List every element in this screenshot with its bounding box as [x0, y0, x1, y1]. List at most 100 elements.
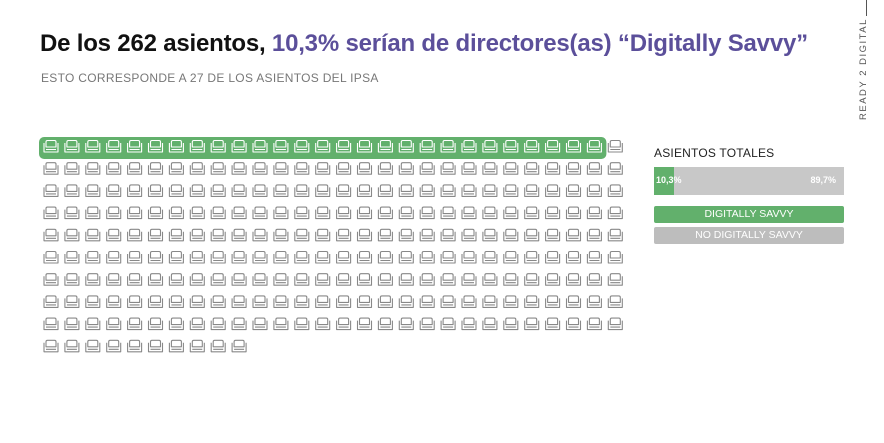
seat-no-savvy — [482, 273, 498, 286]
seat-savvy — [231, 139, 247, 153]
seat-no-savvy — [64, 273, 80, 286]
savvy-bar-fill — [654, 167, 674, 195]
seat-no-savvy — [377, 228, 393, 242]
seat-no-savvy — [336, 250, 352, 264]
seat-no-savvy — [210, 339, 226, 353]
seat-no-savvy — [377, 206, 393, 220]
seat-no-savvy — [168, 317, 184, 331]
seat-no-savvy — [336, 228, 352, 242]
seat-no-savvy — [64, 162, 80, 175]
seat-no-savvy — [273, 184, 289, 197]
title-highlight: 10,3% serían de directores(as) “Digitall… — [271, 30, 808, 57]
seat-no-savvy — [503, 295, 519, 308]
seat-no-savvy — [315, 250, 331, 264]
seat-no-savvy — [106, 339, 122, 353]
seat-no-savvy — [294, 162, 310, 175]
seat-no-savvy — [565, 184, 582, 197]
seat-no-savvy — [189, 317, 205, 331]
seat-no-savvy — [545, 162, 561, 175]
seat-no-savvy — [607, 250, 623, 264]
seat-no-savvy — [524, 273, 540, 286]
seat-no-savvy — [147, 250, 164, 264]
seat-no-savvy — [64, 206, 80, 220]
seat-no-savvy — [231, 184, 247, 197]
seat-no-savvy — [419, 206, 435, 220]
seat-no-savvy — [586, 273, 602, 286]
seat-no-savvy — [252, 295, 268, 308]
seat-no-savvy — [545, 250, 561, 264]
seat-no-savvy — [85, 250, 101, 264]
seat-no-savvy — [482, 317, 498, 331]
seat-no-savvy — [252, 228, 268, 242]
seat-no-savvy — [503, 250, 519, 264]
seat-no-savvy — [524, 206, 540, 220]
seat-no-savvy — [607, 162, 623, 175]
seat-no-savvy — [398, 228, 414, 242]
seat-no-savvy — [43, 317, 59, 331]
seat-savvy — [545, 139, 561, 153]
seat-no-savvy — [43, 339, 59, 353]
seat-no-savvy — [482, 228, 498, 242]
seat-no-savvy — [127, 339, 143, 353]
seat-no-savvy — [565, 206, 582, 220]
seat-no-savvy — [64, 295, 80, 308]
seat-no-savvy — [607, 273, 623, 286]
seat-no-savvy — [168, 250, 184, 264]
seat-savvy — [168, 139, 184, 153]
seat-no-savvy — [189, 339, 205, 353]
seat-no-savvy — [377, 317, 393, 331]
seat-no-savvy — [273, 250, 289, 264]
seat-no-savvy — [315, 295, 331, 308]
seat-no-savvy — [545, 184, 561, 197]
seat-no-savvy — [356, 317, 373, 331]
seat-no-savvy — [127, 206, 143, 220]
seat-no-savvy — [252, 250, 268, 264]
seat-no-savvy — [607, 139, 623, 153]
seat-no-savvy — [607, 295, 623, 308]
seat-no-savvy — [127, 273, 143, 286]
seat-no-savvy — [336, 317, 352, 331]
seat-no-savvy — [545, 228, 561, 242]
seat-no-savvy — [106, 317, 122, 331]
seat-no-savvy — [127, 317, 143, 331]
seat-no-savvy — [419, 228, 435, 242]
legend-item-savvy: DIGITALLY SAVVY — [654, 206, 844, 223]
side-brand-label: READY 2 DIGITAL — [858, 18, 869, 120]
seat-no-savvy — [565, 317, 582, 331]
seat-no-savvy — [398, 206, 414, 220]
seat-no-savvy — [64, 184, 80, 197]
seat-no-savvy — [147, 228, 164, 242]
seat-no-savvy — [231, 317, 247, 331]
seat-no-savvy — [503, 228, 519, 242]
seat-savvy — [210, 139, 226, 153]
seat-no-savvy — [252, 317, 268, 331]
seat-no-savvy — [398, 162, 414, 175]
seat-no-savvy — [273, 295, 289, 308]
seat-no-savvy — [294, 184, 310, 197]
legend-item-no-savvy: NO DIGITALLY SAVVY — [654, 227, 844, 244]
seat-no-savvy — [294, 228, 310, 242]
seat-no-savvy — [377, 295, 393, 308]
seat-no-savvy — [607, 228, 623, 242]
seat-no-savvy — [419, 162, 435, 175]
seat-no-savvy — [419, 250, 435, 264]
seat-no-savvy — [127, 162, 143, 175]
seat-no-savvy — [85, 273, 101, 286]
seat-no-savvy — [294, 250, 310, 264]
seat-no-savvy — [252, 273, 268, 286]
seat-no-savvy — [440, 250, 456, 264]
seat-no-savvy — [377, 250, 393, 264]
seat-no-savvy — [315, 317, 331, 331]
seat-no-savvy — [210, 162, 226, 175]
seat-no-savvy — [294, 317, 310, 331]
seat-no-savvy — [85, 339, 101, 353]
seat-savvy — [482, 139, 498, 153]
seat-no-savvy — [545, 317, 561, 331]
seat-savvy — [252, 139, 268, 153]
seat-no-savvy — [210, 273, 226, 286]
seat-no-savvy — [482, 162, 498, 175]
seat-savvy — [586, 139, 602, 153]
seat-no-savvy — [461, 250, 477, 264]
seat-no-savvy — [565, 162, 582, 175]
seat-no-savvy — [189, 273, 205, 286]
